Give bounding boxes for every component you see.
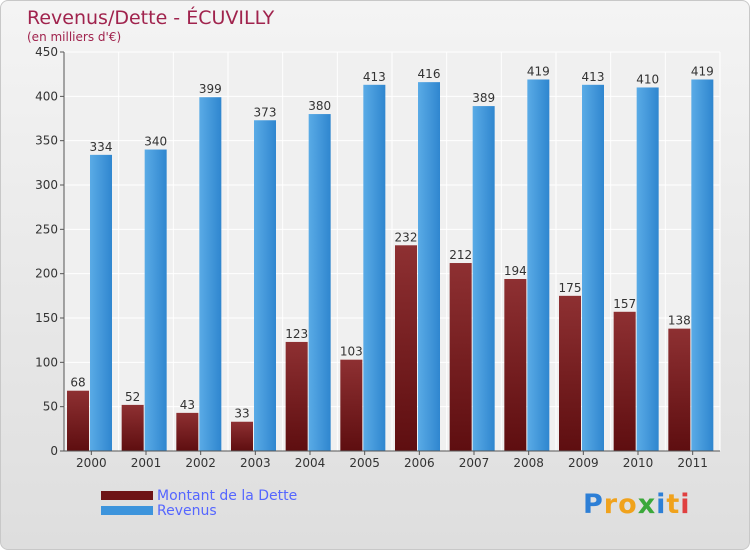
y-tick-label: 250 bbox=[35, 222, 58, 236]
y-tick-label: 450 bbox=[35, 45, 58, 59]
legend-swatch-revenue bbox=[101, 506, 153, 515]
bar-debt bbox=[395, 245, 417, 451]
bar-revenue bbox=[144, 149, 167, 452]
logo-letter: P bbox=[583, 489, 604, 520]
data-label-debt: 43 bbox=[180, 398, 195, 412]
logo-letter: o bbox=[618, 489, 638, 520]
y-tick-label: 150 bbox=[35, 311, 58, 325]
bar-revenue bbox=[527, 79, 550, 451]
logo-letter: x bbox=[637, 489, 657, 520]
bar-debt bbox=[121, 404, 144, 451]
labels-layer: 68 334 52 340 43 399 33 373 123 380 103 413 232 416 21… bbox=[70, 64, 713, 420]
bar-debt bbox=[176, 412, 199, 451]
y-tick-label: 50 bbox=[43, 400, 58, 414]
bar-debt bbox=[285, 341, 308, 451]
bars-layer bbox=[67, 79, 714, 452]
y-tick-label: 300 bbox=[35, 178, 58, 192]
bar-debt bbox=[559, 295, 581, 451]
bar-revenue bbox=[90, 154, 112, 451]
bar-revenue bbox=[199, 97, 222, 451]
x-tick-label: 2004 bbox=[295, 456, 326, 470]
x-tick-label: 2008 bbox=[513, 456, 544, 470]
data-label-debt: 232 bbox=[395, 230, 418, 244]
bar-revenue bbox=[472, 106, 495, 451]
logo-letter: i bbox=[656, 489, 667, 520]
data-label-debt: 157 bbox=[613, 297, 636, 311]
data-label-revenue: 413 bbox=[582, 70, 605, 84]
y-tick-label: 400 bbox=[35, 89, 58, 103]
bar-revenue bbox=[582, 84, 604, 451]
legend-item-revenue: Revenus bbox=[101, 502, 297, 519]
x-tick-label: 2010 bbox=[623, 456, 654, 470]
data-label-debt: 175 bbox=[559, 281, 582, 295]
bar-revenue bbox=[308, 114, 331, 452]
data-label-debt: 138 bbox=[668, 314, 691, 328]
bar-debt bbox=[231, 421, 253, 451]
data-label-debt: 123 bbox=[285, 327, 308, 341]
legend-label-debt: Montant de la Dette bbox=[157, 487, 298, 504]
bar-debt bbox=[613, 311, 636, 451]
logo-letter: t bbox=[666, 489, 681, 520]
bar-revenue bbox=[363, 84, 386, 451]
bar-debt bbox=[449, 263, 472, 451]
data-label-revenue: 389 bbox=[472, 91, 495, 105]
bar-revenue bbox=[636, 87, 659, 451]
bar-debt bbox=[668, 328, 691, 451]
bar-debt bbox=[504, 278, 527, 451]
chart-title: Revenus/Dette - ÉCUVILLY bbox=[27, 7, 275, 29]
data-label-debt: 103 bbox=[340, 345, 363, 359]
axis-layer: 0 50 100 150 200 250 300 350 400 450 2000 2001 2002 2… bbox=[35, 45, 720, 470]
data-label-revenue: 334 bbox=[90, 140, 113, 154]
y-tick-label: 350 bbox=[35, 134, 58, 148]
data-label-revenue: 373 bbox=[254, 105, 277, 119]
legend-item-debt: Montant de la Dette bbox=[101, 487, 298, 504]
x-tick-label: 2006 bbox=[404, 456, 435, 470]
data-label-debt: 33 bbox=[234, 407, 249, 421]
x-tick-label: 2001 bbox=[131, 456, 162, 470]
logo-letter: i bbox=[680, 489, 691, 520]
data-label-revenue: 399 bbox=[199, 82, 222, 96]
y-tick-label: 0 bbox=[50, 444, 58, 458]
x-tick-label: 2000 bbox=[76, 456, 107, 470]
bar-revenue bbox=[254, 120, 276, 452]
data-label-revenue: 413 bbox=[363, 70, 386, 84]
x-tick-label: 2002 bbox=[185, 456, 216, 470]
data-label-debt: 194 bbox=[504, 264, 527, 278]
data-label-revenue: 419 bbox=[691, 64, 714, 78]
legend-label-revenue: Revenus bbox=[157, 502, 217, 519]
data-label-revenue: 380 bbox=[308, 99, 331, 113]
y-tick-label: 100 bbox=[35, 355, 58, 369]
data-label-debt: 52 bbox=[125, 390, 140, 404]
chart-subtitle: (en milliers d'€) bbox=[27, 30, 122, 44]
data-label-revenue: 340 bbox=[144, 135, 167, 149]
x-tick-label: 2007 bbox=[459, 456, 490, 470]
proxiti-logo: Proxiti bbox=[583, 489, 691, 520]
bar-debt bbox=[67, 390, 89, 451]
x-tick-label: 2009 bbox=[568, 456, 599, 470]
legend: Montant de la Dette Revenus bbox=[101, 487, 298, 519]
bar-revenue bbox=[418, 82, 440, 451]
data-label-debt: 68 bbox=[70, 376, 85, 390]
x-tick-label: 2011 bbox=[677, 456, 708, 470]
data-label-revenue: 410 bbox=[636, 72, 659, 86]
bar-debt bbox=[340, 359, 363, 451]
data-label-revenue: 419 bbox=[527, 64, 550, 78]
grid-layer bbox=[63, 51, 721, 452]
data-label-revenue: 416 bbox=[418, 67, 441, 81]
x-tick-label: 2005 bbox=[349, 456, 380, 470]
logo-letter: r bbox=[603, 489, 619, 520]
legend-swatch-debt bbox=[101, 491, 153, 500]
x-tick-label: 2003 bbox=[240, 456, 271, 470]
bar-revenue bbox=[691, 79, 714, 451]
data-label-debt: 212 bbox=[449, 248, 472, 262]
y-tick-label: 200 bbox=[35, 267, 58, 281]
